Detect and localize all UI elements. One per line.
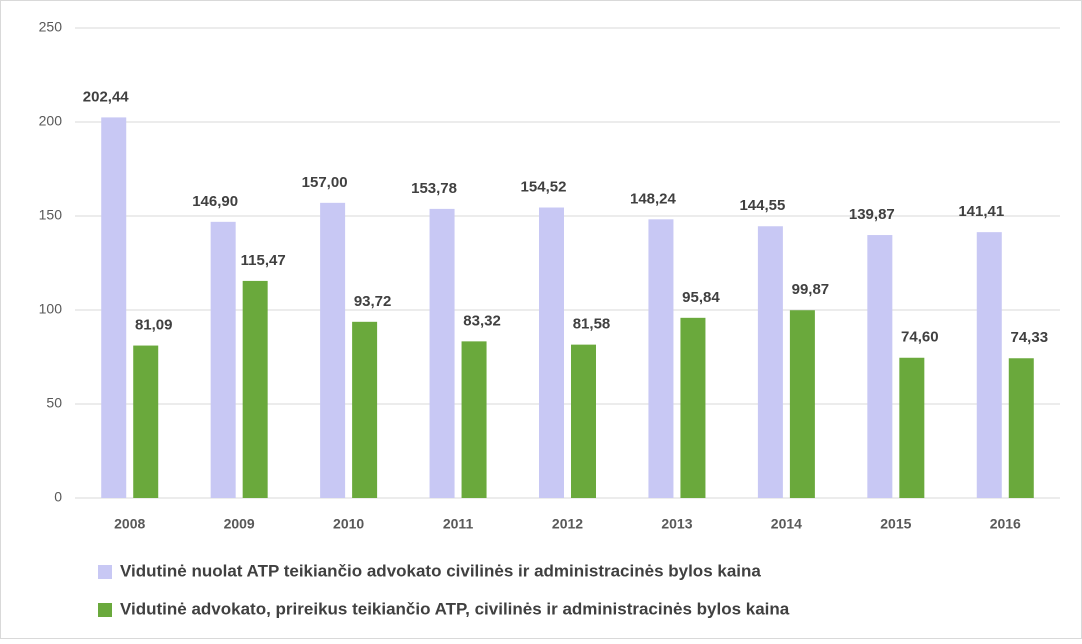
value-label: 144,55 — [739, 197, 785, 214]
legend-swatch — [98, 565, 112, 579]
bar — [461, 341, 487, 498]
bar — [571, 344, 596, 498]
value-label: 81,09 — [135, 317, 173, 334]
x-tick-label: 2015 — [880, 516, 911, 532]
y-tick-label: 200 — [39, 113, 63, 129]
x-tick-label: 2009 — [224, 516, 255, 532]
value-label: 146,90 — [192, 193, 238, 210]
bar — [352, 321, 378, 498]
value-label: 74,60 — [901, 329, 939, 346]
x-tick-label: 2010 — [333, 516, 364, 532]
value-label: 99,87 — [792, 281, 830, 298]
value-label: 141,41 — [958, 203, 1004, 220]
x-tick-label: 2011 — [443, 516, 474, 532]
x-tick-label: 2013 — [661, 516, 692, 532]
y-tick-label: 250 — [39, 19, 63, 35]
value-label: 95,84 — [682, 289, 720, 306]
bar — [789, 310, 815, 498]
legend-swatch — [98, 603, 112, 617]
value-label: 139,87 — [849, 206, 895, 223]
bar — [976, 232, 1002, 498]
value-label: 115,47 — [241, 252, 286, 269]
x-tick-label: 2008 — [114, 516, 145, 532]
bar — [320, 202, 346, 498]
bar — [429, 208, 455, 498]
bar — [101, 117, 127, 498]
value-label: 148,24 — [630, 190, 677, 207]
value-label: 157,00 — [302, 174, 348, 191]
bar — [899, 357, 925, 498]
x-tick-label: 2014 — [771, 516, 802, 532]
y-tick-label: 150 — [39, 207, 63, 223]
bar — [680, 317, 706, 498]
value-label: 154,52 — [521, 178, 567, 195]
bar — [1008, 358, 1034, 498]
x-tick-label: 2012 — [552, 516, 583, 532]
y-tick-label: 100 — [39, 301, 63, 317]
x-tick-label: 2016 — [990, 516, 1021, 532]
bar — [133, 345, 159, 498]
value-label: 83,32 — [463, 312, 501, 329]
bar — [242, 280, 268, 498]
value-label: 202,44 — [83, 88, 130, 105]
bar — [757, 226, 783, 498]
bar — [867, 235, 893, 498]
value-label: 153,78 — [411, 180, 457, 197]
legend-label: Vidutinė nuolat ATP teikiančio advokato … — [120, 561, 761, 580]
bar — [210, 221, 236, 498]
legend-label: Vidutinė advokato, prireikus teikiančio … — [120, 599, 790, 618]
y-tick-label: 50 — [46, 395, 62, 411]
bar — [539, 207, 564, 499]
value-label: 74,33 — [1011, 329, 1049, 346]
y-tick-label: 0 — [54, 489, 62, 505]
value-label: 93,72 — [354, 293, 392, 310]
value-label: 81,58 — [573, 316, 611, 333]
bar — [648, 219, 674, 498]
